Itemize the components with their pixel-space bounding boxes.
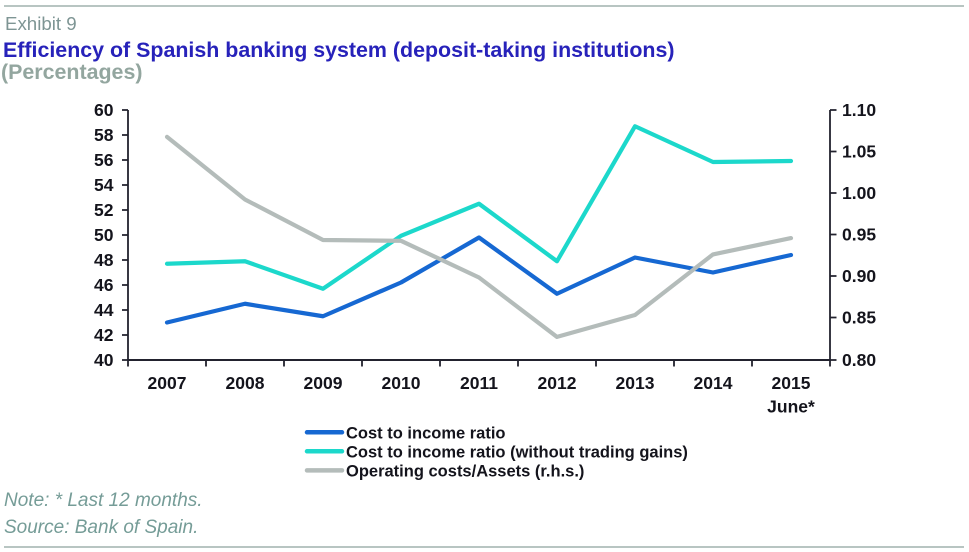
svg-text:Cost to income ratio: Cost to income ratio: [346, 424, 506, 442]
svg-text:2010: 2010: [382, 373, 421, 393]
svg-text:2012: 2012: [538, 373, 577, 393]
svg-text:0.95: 0.95: [842, 225, 876, 245]
svg-text:0.80: 0.80: [842, 350, 876, 370]
svg-text:2009: 2009: [304, 373, 343, 393]
svg-text:1.00: 1.00: [842, 183, 876, 203]
svg-text:1.05: 1.05: [842, 142, 876, 162]
svg-text:2007: 2007: [148, 373, 187, 393]
svg-text:56: 56: [94, 150, 114, 170]
svg-text:1.10: 1.10: [842, 100, 876, 120]
svg-text:50: 50: [94, 225, 114, 245]
svg-text:48: 48: [94, 250, 114, 270]
svg-text:54: 54: [94, 175, 114, 195]
svg-text:40: 40: [94, 350, 114, 370]
svg-text:0.85: 0.85: [842, 308, 876, 328]
svg-text:46: 46: [94, 275, 114, 295]
svg-text:2015: 2015: [772, 373, 811, 393]
svg-text:52: 52: [94, 200, 114, 220]
svg-text:2013: 2013: [616, 373, 655, 393]
svg-text:2014: 2014: [694, 373, 733, 393]
svg-text:Cost to income ratio (without: Cost to income ratio (without trading ga…: [346, 443, 688, 461]
svg-text:June*: June*: [767, 397, 815, 417]
svg-text:42: 42: [94, 325, 114, 345]
svg-text:58: 58: [94, 125, 114, 145]
svg-text:2011: 2011: [460, 373, 498, 393]
svg-text:44: 44: [94, 300, 114, 320]
svg-text:2008: 2008: [226, 373, 265, 393]
svg-text:0.90: 0.90: [842, 266, 876, 286]
svg-text:Operating costs/Assets (r.h.s.: Operating costs/Assets (r.h.s.): [346, 462, 584, 480]
svg-text:60: 60: [94, 100, 114, 120]
